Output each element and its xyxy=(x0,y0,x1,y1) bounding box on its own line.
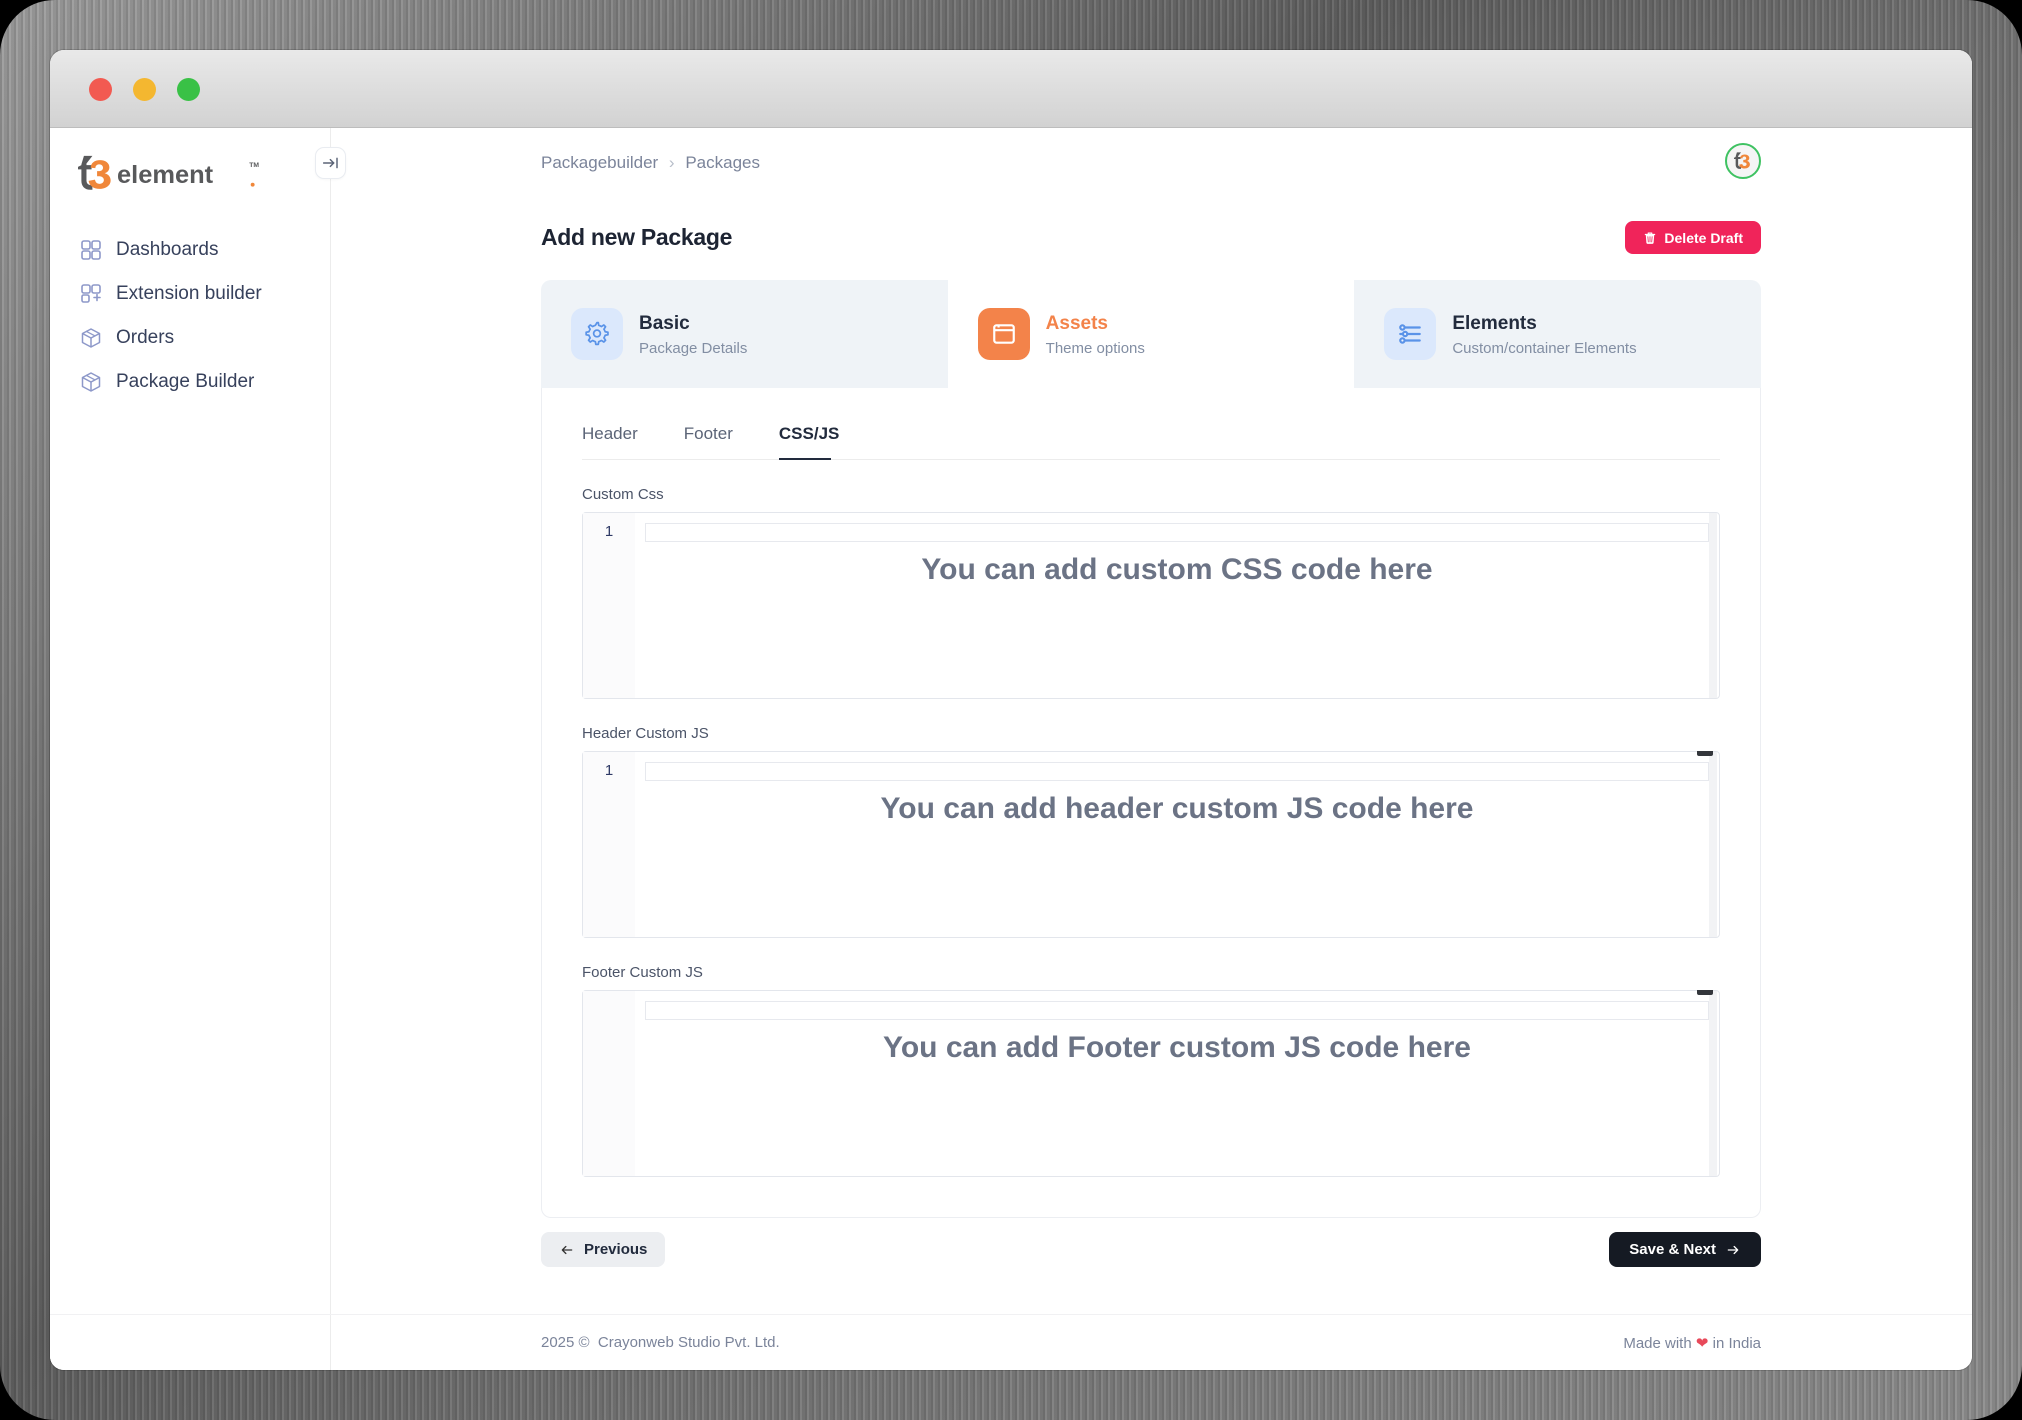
svg-text:TM: TM xyxy=(249,162,259,169)
svg-text:element: element xyxy=(117,161,214,189)
